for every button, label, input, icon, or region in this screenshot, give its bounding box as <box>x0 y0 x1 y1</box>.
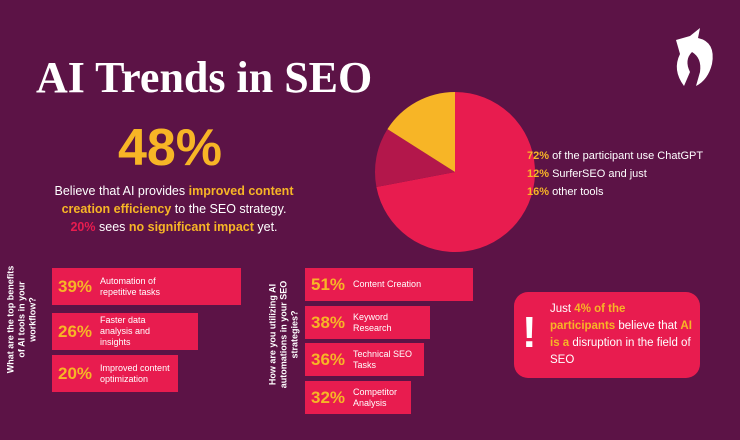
bar-value: 36% <box>311 349 346 369</box>
bar-label: Keyword Research <box>353 311 392 333</box>
text: Believe that AI provides <box>54 184 189 198</box>
bar-label: Competitor Analysis <box>353 386 398 408</box>
title: AI Trends in SEO <box>36 53 373 102</box>
bar: 38% Keyword Research <box>305 306 431 339</box>
highlight: AI is a <box>550 320 692 349</box>
pie-chart <box>375 91 536 252</box>
question: How are you utilizing AI automations in … <box>267 280 300 389</box>
bar-label: Content Creation <box>353 279 422 289</box>
bar-value: 38% <box>311 312 346 332</box>
highlight: no significant impact <box>128 220 254 234</box>
legend-text: of the participant use ChatGPT <box>549 150 704 162</box>
highlight: improved content creation efficiency <box>61 184 294 216</box>
bar: 20% Improved content optimization <box>52 355 178 392</box>
statement: Believe that AI provides improved conten… <box>34 182 314 236</box>
question: What are the top benefits of AI tools in… <box>5 265 38 374</box>
text: believe that <box>615 320 681 332</box>
text: Just <box>550 303 575 315</box>
pie-slice <box>376 92 536 252</box>
legend-value: 12% <box>527 168 550 180</box>
pie-slice <box>375 129 455 187</box>
legend-entry: 72% of the participant use ChatGPT <box>527 150 703 162</box>
pie-slice <box>387 91 455 172</box>
bar-label: Automation of repetitive tasks <box>100 275 161 297</box>
bar-value: 26% <box>58 321 93 341</box>
text: yet. <box>253 220 278 234</box>
bar: 32% Competitor Analysis <box>305 381 411 414</box>
bar-label: Technical SEO Tasks <box>353 348 413 370</box>
text: sees <box>95 220 129 234</box>
legend-value: 16% <box>527 186 550 198</box>
legend-entry: 16% other tools <box>527 186 603 198</box>
bar: 36% Technical SEO Tasks <box>305 343 424 376</box>
bar-value: 51% <box>311 274 346 294</box>
bar-value: 32% <box>311 387 346 407</box>
bar-value: 20% <box>58 363 93 383</box>
bar-value: 39% <box>58 276 93 296</box>
icon: ! <box>522 308 537 357</box>
bar: 26% Faster data analysis and insights <box>52 313 198 350</box>
text: to the SEO strategy. <box>171 202 287 216</box>
legend-text: other tools <box>549 186 604 198</box>
stat: 20% <box>70 220 96 234</box>
legend-value: 72% <box>527 150 550 162</box>
highlight: 4% of the participants <box>550 303 626 332</box>
bar: 39% Automation of repetitive tasks <box>52 268 241 305</box>
text: disruption in the field of SEO <box>550 337 691 366</box>
bar-label: Improved content optimization <box>100 362 170 384</box>
bar-label: Faster data analysis and insights <box>100 315 151 347</box>
bar: 51% Content Creation <box>305 268 474 301</box>
callout: ! Just 4% of the participants believe th… <box>514 292 700 378</box>
headline-stat: 48% <box>117 119 223 177</box>
callout-text: Just 4% of the participants believe that… <box>550 301 692 369</box>
legend-text: SurferSEO and just <box>549 168 647 180</box>
logo <box>676 28 713 86</box>
legend-entry: 12% SurferSEO and just <box>527 168 647 180</box>
